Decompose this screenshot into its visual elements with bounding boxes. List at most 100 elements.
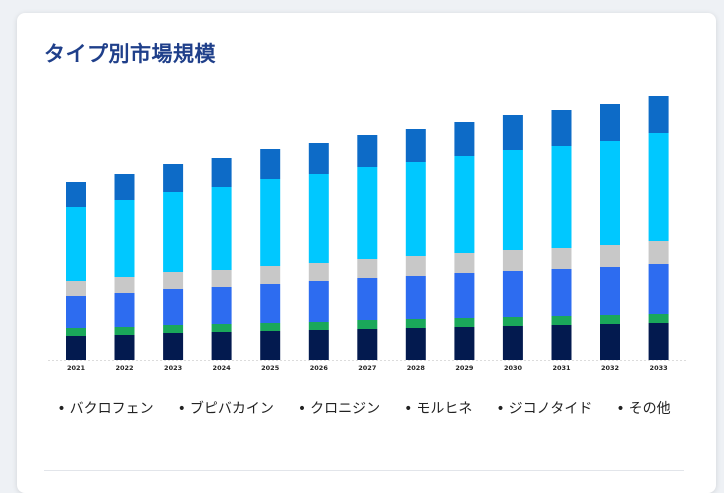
bar-segment-2023-s3 <box>163 272 184 289</box>
bar-segment-2033-s0 <box>648 323 669 360</box>
bar-segment-2023-s5 <box>163 164 184 192</box>
legend-item-0: • バクロフェン <box>57 392 153 426</box>
bar-segment-2027-s3 <box>357 259 378 278</box>
legend-item-2: • クロニジン <box>298 392 380 426</box>
bar-segment-2022-s5 <box>114 174 135 200</box>
x-tick-label-2029: 2029 <box>455 364 474 372</box>
bar-segment-2027-s0 <box>357 329 378 360</box>
bar-segment-2030-s0 <box>502 326 523 360</box>
bar-segment-2031-s5 <box>551 110 572 146</box>
legend-bullet: • <box>404 401 413 417</box>
chart-title: タイプ別市場規模 <box>44 42 216 66</box>
bar-segment-2025-s5 <box>260 149 281 179</box>
legend-item-1: • ブピバカイン <box>178 392 274 426</box>
stacked-bar-chart: 2021 2022 2023 2024 2025 2026 2027 2028 2029 2030… <box>48 96 688 372</box>
bar-segment-2027-s2 <box>357 278 378 320</box>
bar-segment-2024-s1 <box>211 324 232 332</box>
bar-segment-2033-s5 <box>648 96 669 133</box>
bar-segment-2028-s0 <box>405 328 426 360</box>
bar-segment-2031-s4 <box>551 146 572 248</box>
legend-label: ブピバカイン <box>189 401 274 417</box>
bar-segment-2033-s1 <box>648 314 669 323</box>
bar-segment-2023-s0 <box>163 333 184 360</box>
x-tick-label-2025: 2025 <box>261 364 280 372</box>
bar-segment-2022-s4 <box>114 200 135 277</box>
bar-segment-2032-s3 <box>600 245 620 267</box>
x-tick-label-2021: 2021 <box>67 364 86 372</box>
chart-legend: • バクロフェン • ブピバカイン • クロニジン • モルヒネ • ジコノタイド • その他 <box>44 392 684 426</box>
card-divider <box>44 470 684 471</box>
legend-bullet: • <box>496 401 505 417</box>
bar-segment-2025-s0 <box>260 331 281 360</box>
bar-segment-2025-s4 <box>260 179 281 266</box>
bar-segment-2029-s3 <box>454 253 475 273</box>
bar-segment-2030-s1 <box>502 317 523 326</box>
legend-label: モルヒネ <box>416 401 473 417</box>
bar-segment-2030-s4 <box>502 150 523 250</box>
bar-segment-2024-s2 <box>211 287 232 324</box>
bar-segment-2030-s5 <box>502 115 523 150</box>
bar-segment-2033-s3 <box>648 241 669 264</box>
bar-segment-2021-s1 <box>66 328 86 336</box>
x-tick-label-2028: 2028 <box>407 364 426 372</box>
bar-segment-2032-s4 <box>600 141 620 245</box>
legend-bullet: • <box>57 401 66 417</box>
bar-segment-2027-s5 <box>357 135 378 167</box>
bar-segment-2028-s3 <box>405 256 426 276</box>
bar-segment-2024-s3 <box>211 270 232 287</box>
bar-segment-2029-s2 <box>454 273 475 318</box>
bar-segment-2030-s2 <box>502 271 523 317</box>
x-tick-label-2024: 2024 <box>213 364 232 372</box>
bar-segment-2032-s2 <box>600 267 620 315</box>
x-tick-label-2027: 2027 <box>358 364 376 372</box>
bar-segment-2021-s3 <box>66 281 86 296</box>
bar-segment-2033-s4 <box>648 133 669 241</box>
bar-segment-2031-s3 <box>551 248 572 269</box>
legend-label: バクロフェン <box>69 401 154 417</box>
bar-segment-2025-s1 <box>260 323 281 331</box>
bar-segment-2023-s4 <box>163 192 184 272</box>
bar-segment-2027-s1 <box>357 320 378 329</box>
x-tick-label-2026: 2026 <box>310 364 329 372</box>
bar-segment-2026-s3 <box>308 263 329 281</box>
bar-segment-2026-s1 <box>308 322 329 330</box>
bar-segment-2024-s5 <box>211 158 232 187</box>
bar-segment-2030-s3 <box>502 250 523 271</box>
legend-label: クロニジン <box>310 401 381 417</box>
x-tick-label-2031: 2031 <box>552 364 571 372</box>
legend-item-4: • ジコノタイド <box>496 392 592 426</box>
legend-item-5: • その他 <box>616 392 670 426</box>
legend-bullet: • <box>297 401 307 417</box>
bar-segment-2021-s5 <box>66 182 86 207</box>
bar-segment-2024-s4 <box>211 187 232 270</box>
bar-segment-2033-s2 <box>648 264 669 314</box>
legend-bullet: • <box>616 401 625 417</box>
x-tick-label-2033: 2033 <box>650 364 668 372</box>
x-tick-label-2023: 2023 <box>164 364 182 372</box>
bar-segment-2025-s3 <box>260 266 281 284</box>
bar-segment-2029-s4 <box>454 156 475 253</box>
bar-segment-2031-s0 <box>551 325 572 360</box>
bar-segment-2031-s1 <box>551 316 572 325</box>
bar-segment-2029-s1 <box>454 318 475 327</box>
bar-segment-2021-s2 <box>66 296 86 328</box>
bar-segment-2022-s1 <box>114 327 135 335</box>
x-tick-label-2022: 2022 <box>115 364 133 372</box>
legend-label: その他 <box>628 401 671 417</box>
legend-item-3: • モルヒネ <box>404 392 472 426</box>
bar-segment-2026-s5 <box>308 143 329 174</box>
bar-segment-2028-s2 <box>405 276 426 319</box>
bar-segment-2028-s4 <box>405 162 426 256</box>
bar-segment-2022-s3 <box>114 277 135 293</box>
bar-segment-2021-s4 <box>66 207 86 281</box>
bar-segment-2028-s5 <box>405 129 426 162</box>
bar-segment-2028-s1 <box>405 319 426 328</box>
bar-segment-2022-s0 <box>114 335 135 360</box>
bar-segment-2023-s2 <box>163 289 184 325</box>
bar-segment-2031-s2 <box>551 269 572 316</box>
bar-segment-2032-s0 <box>600 324 620 360</box>
bar-segment-2026-s2 <box>308 281 329 322</box>
bar-segment-2029-s0 <box>454 327 475 360</box>
bar-segment-2026-s0 <box>308 330 329 360</box>
bar-segment-2024-s0 <box>211 332 232 360</box>
